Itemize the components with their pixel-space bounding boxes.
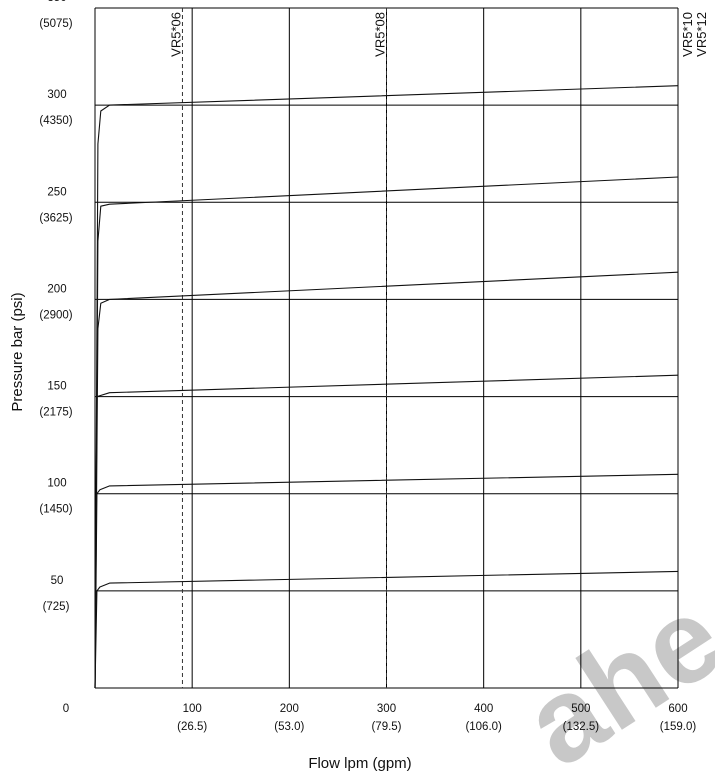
x-tick-label: 300	[377, 703, 396, 715]
valve-limit-label: VR5*12	[694, 12, 709, 57]
x-tick-labels: 0 100 (26.5) 200 (53.0) 300 (79.5) 400 (106.0) 50…	[63, 703, 697, 733]
y-tick-sublabel: (5075)	[39, 18, 72, 30]
svg-text:ahe: ahe	[502, 570, 715, 779]
x-tick-label: 400	[474, 703, 493, 715]
y-tick-sublabel: (3625)	[39, 212, 72, 224]
watermark: ahe	[502, 570, 715, 779]
x-tick-label: 600	[668, 703, 687, 715]
y-tick-sublabel: (2175)	[39, 407, 72, 419]
series-line	[94, 570, 679, 689]
y-tick-sublabel: (4350)	[39, 115, 72, 127]
y-tick-label: 100	[47, 478, 66, 490]
x-tick-label: 0	[63, 703, 69, 715]
x-axis-title: Flow lpm (gpm)	[308, 755, 411, 772]
x-tick-sublabel: (53.0)	[274, 721, 304, 733]
valve-limit-lines: VR5*06 VR5*08 VR5*10 VR5*12	[168, 8, 709, 688]
y-tick-label: 200	[47, 283, 66, 295]
x-tick-sublabel: (79.5)	[371, 721, 401, 733]
y-tick-labels: 50 (725) 100 (1450) 150 (2175) 200 (2900) 250 (36…	[39, 0, 72, 613]
y-tick-label: 50	[51, 575, 64, 587]
valve-limit-label: VR5*10	[680, 12, 695, 57]
y-tick-sublabel: (1450)	[39, 504, 72, 516]
x-tick-sublabel: (26.5)	[177, 721, 207, 733]
y-tick-sublabel: (2900)	[39, 309, 72, 321]
y-tick-label: 250	[47, 186, 66, 198]
x-tick-label: 500	[571, 703, 590, 715]
x-tick-sublabel: (132.5)	[563, 721, 600, 733]
y-tick-sublabel: (725)	[43, 601, 70, 613]
valve-limit-label: VR5*08	[373, 12, 388, 57]
y-axis-title: Pressure bar (psi)	[9, 292, 26, 411]
y-tick-label: 150	[47, 381, 66, 393]
x-tick-label: 200	[280, 703, 299, 715]
x-tick-sublabel: (159.0)	[660, 721, 697, 733]
y-tick-label: 300	[47, 89, 66, 101]
series-line	[94, 85, 679, 689]
x-tick-sublabel: (106.0)	[465, 721, 502, 733]
y-tick-label: 350	[47, 0, 66, 4]
series-group	[94, 85, 679, 689]
valve-limit-label: VR5*06	[168, 12, 183, 57]
x-tick-label: 100	[183, 703, 202, 715]
